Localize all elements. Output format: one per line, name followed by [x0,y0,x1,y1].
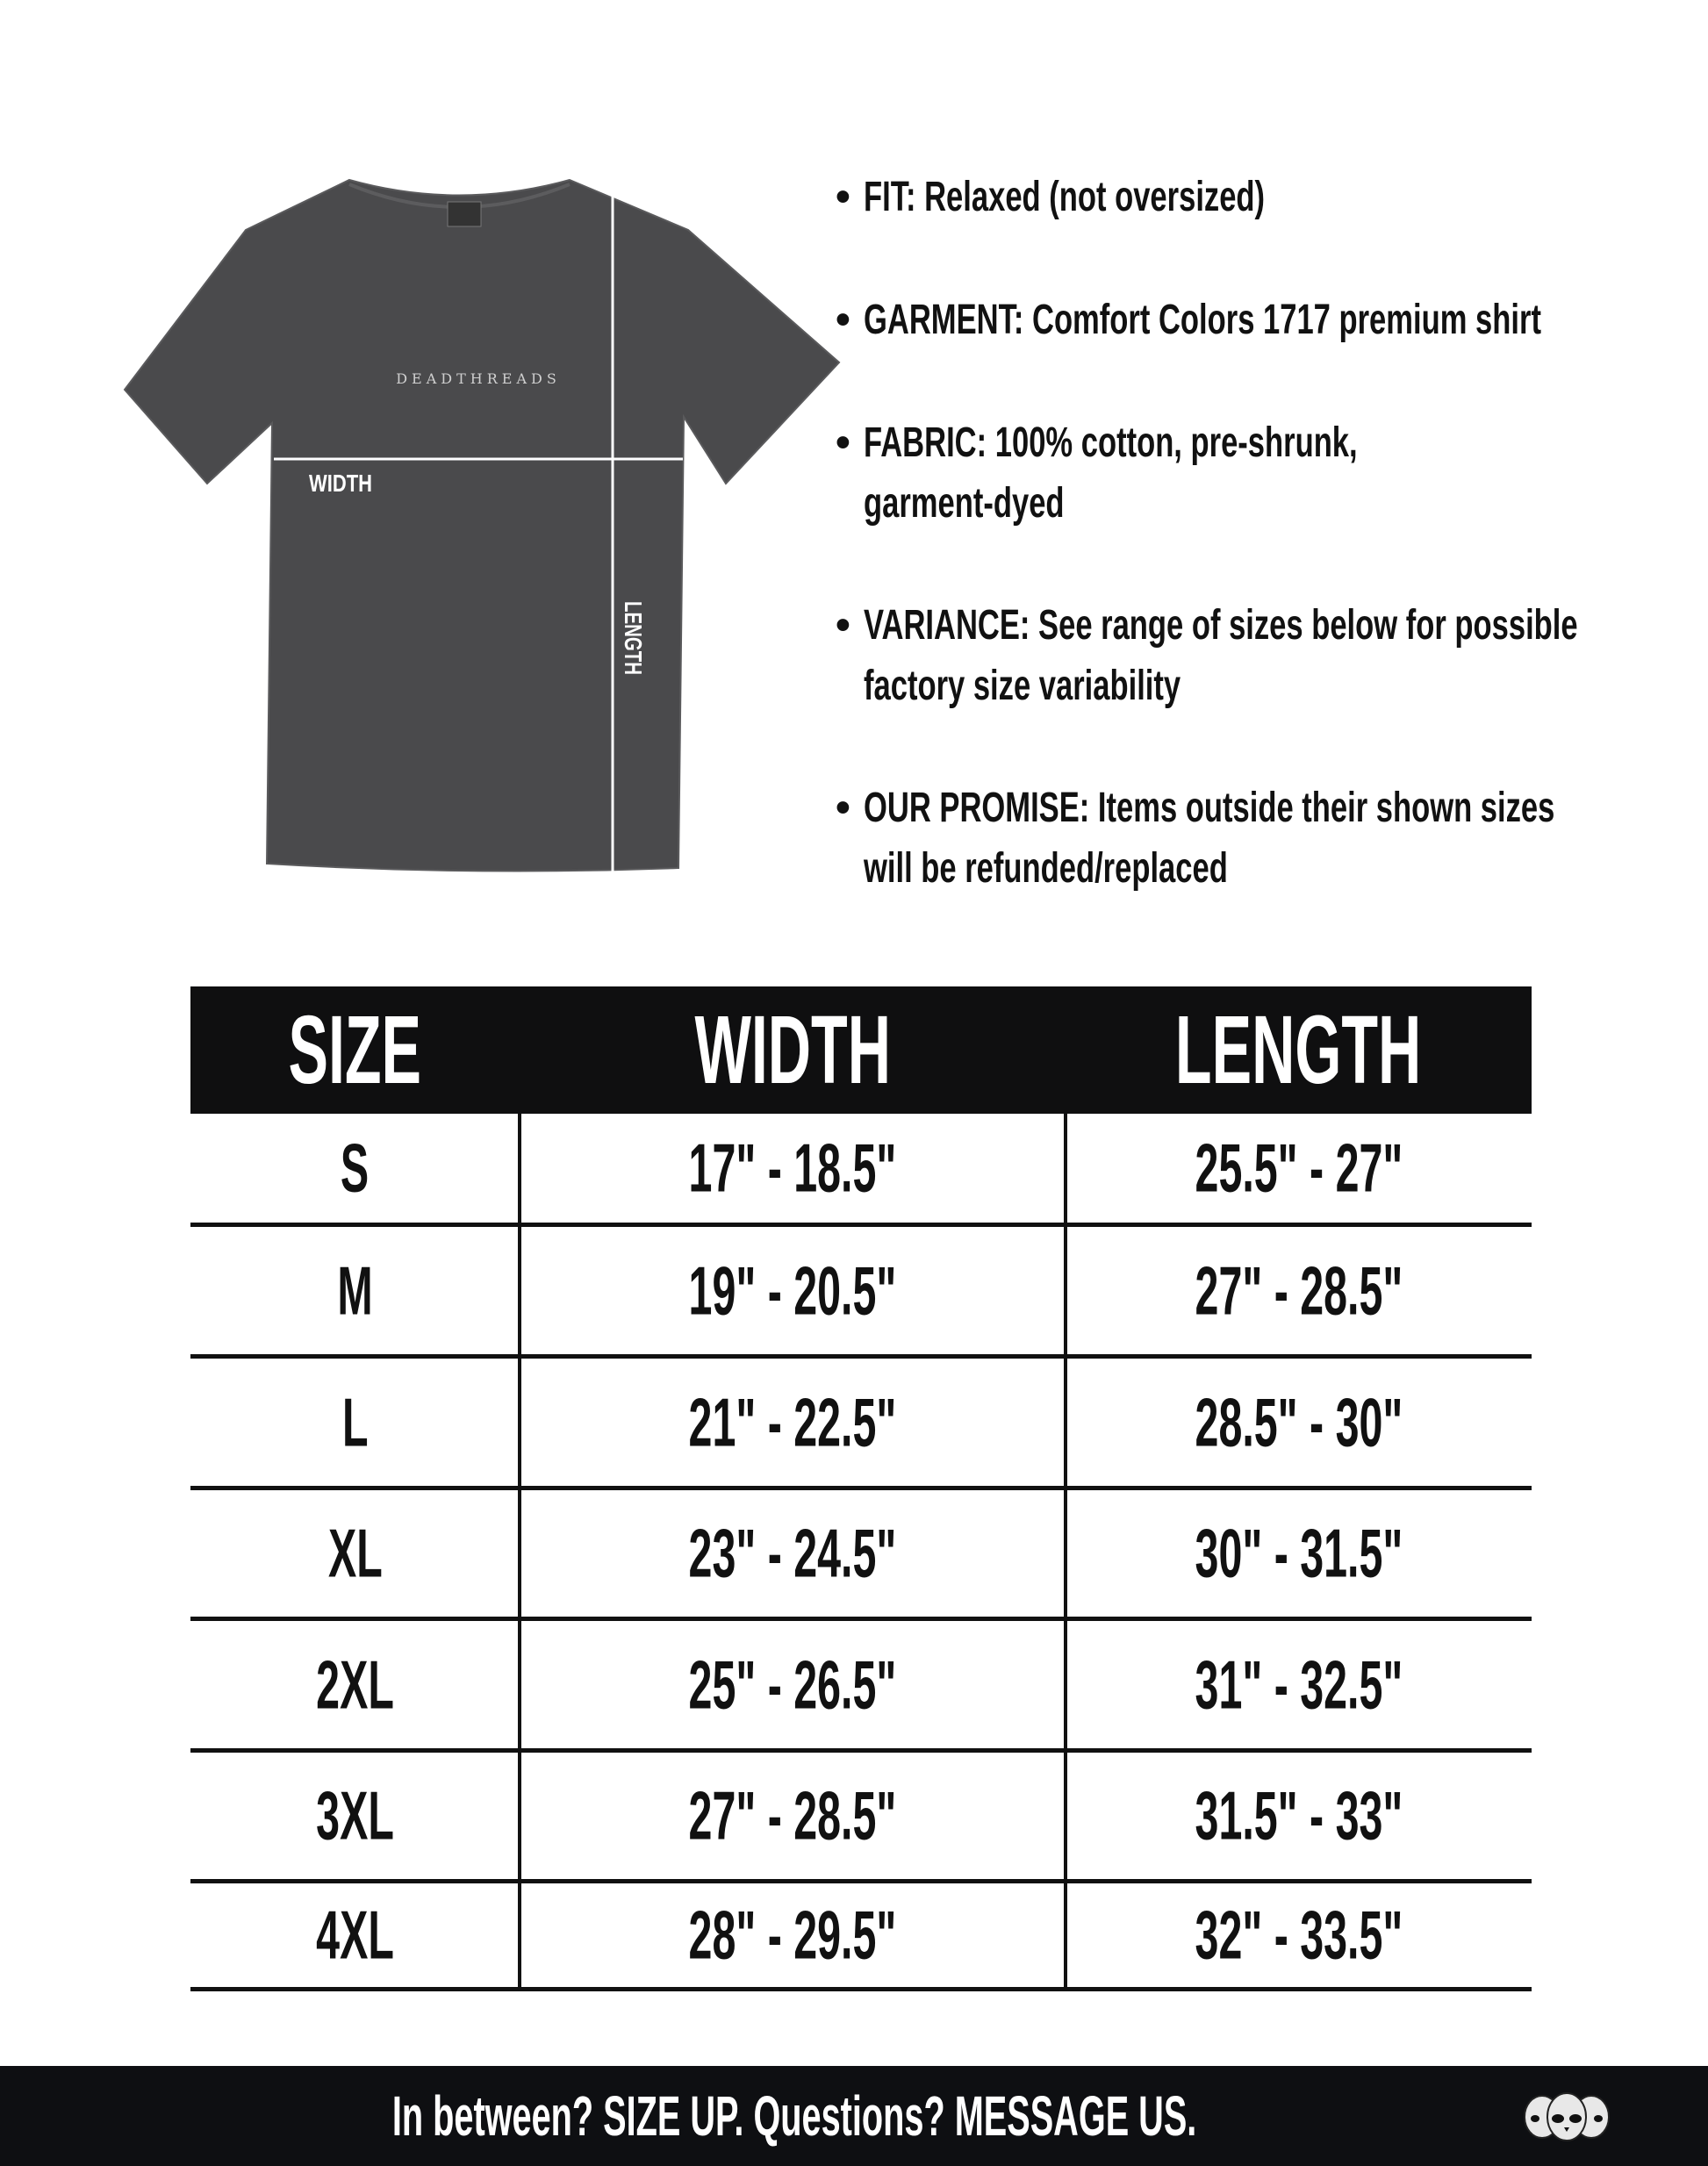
width-cell: 28" - 29.5" [688,1896,897,1974]
table-row: 4XL 28" - 29.5" 32" - 33.5" [190,1883,1532,1991]
table-row: M 19" - 20.5" 27" - 28.5" [190,1227,1532,1359]
size-cell: 2XL [316,1646,394,1723]
size-cell: 3XL [316,1776,394,1854]
size-cell: M [337,1252,373,1329]
column-divider [518,1114,521,1991]
length-label: LENGTH [620,601,647,675]
header-size: SIZE [288,996,422,1104]
width-cell: 23" - 24.5" [688,1514,897,1592]
length-cell: 31.5" - 33" [1195,1776,1403,1854]
width-cell: 17" - 18.5" [688,1129,897,1207]
size-cell: 4XL [316,1896,394,1974]
table-row: S 17" - 18.5" 25.5" - 27" [190,1114,1532,1227]
size-cell: XL [327,1514,383,1592]
column-divider [1064,1114,1067,1991]
length-cell: 27" - 28.5" [1195,1252,1403,1329]
width-cell: 19" - 20.5" [688,1252,897,1329]
size-cell: S [341,1129,370,1207]
length-cell: 25.5" - 27" [1195,1129,1403,1207]
length-cell: 28.5" - 30" [1195,1383,1403,1460]
header-width: WIDTH [694,996,891,1104]
table-row: 2XL 25" - 26.5" 31" - 32.5" [190,1621,1532,1753]
length-cell: 30" - 31.5" [1195,1514,1403,1592]
t-shirt-body [123,178,841,872]
width-label: WIDTH [309,470,372,497]
footer-bar: In between? SIZE UP. Questions? MESSAGE … [0,2066,1708,2166]
neck-label-icon [447,201,482,227]
width-cell: 21" - 22.5" [688,1383,897,1460]
table-row: XL 23" - 24.5" 30" - 31.5" [190,1490,1532,1621]
table-row: 3XL 27" - 28.5" 31.5" - 33" [190,1753,1532,1883]
width-cell: 25" - 26.5" [688,1646,897,1723]
t-shirt-illustration: DEADTHREADS WIDTH LENGTH [123,178,841,873]
length-cell: 32" - 33.5" [1195,1896,1403,1974]
table-header: SIZE WIDTH LENGTH [190,986,1532,1114]
shirt-brand-print: DEADTHREADS [396,370,561,387]
length-cell: 31" - 32.5" [1195,1646,1403,1723]
table-row: L 21" - 22.5" 28.5" - 30" [190,1359,1532,1490]
size-cell: L [341,1383,369,1460]
three-skulls-logo-icon [1524,2092,1610,2141]
header-length: LENGTH [1175,996,1422,1104]
footer-message: In between? SIZE UP. Questions? MESSAGE … [391,2084,1197,2148]
width-cell: 27" - 28.5" [688,1776,897,1854]
